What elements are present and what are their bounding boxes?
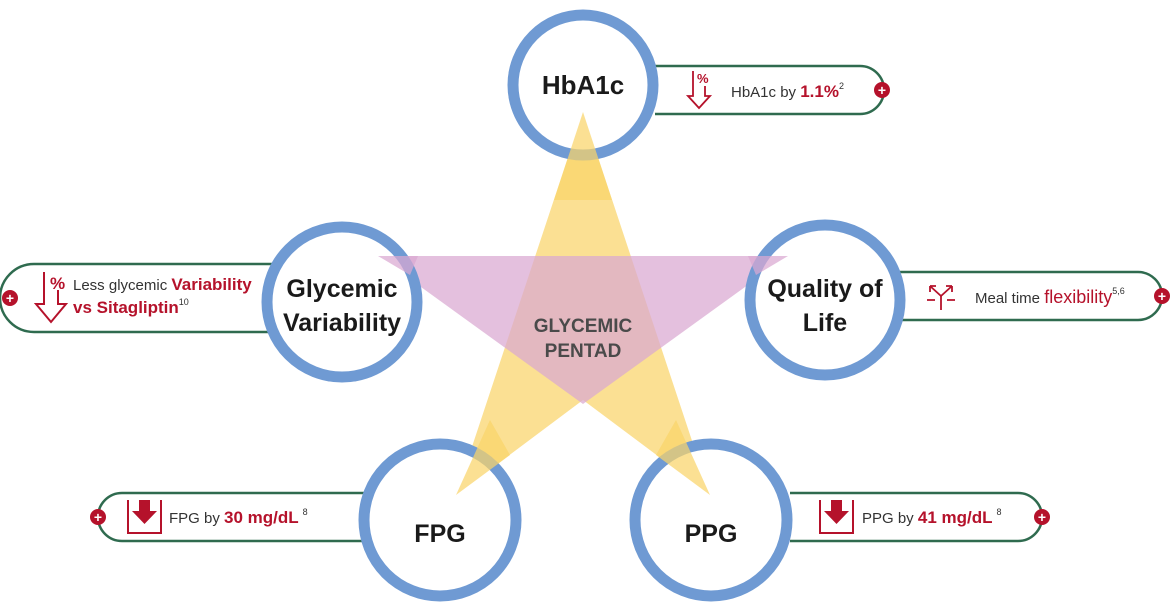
callout-glycemic-variability-frame: [0, 262, 280, 334]
plus-icon: +: [1038, 509, 1046, 525]
node-quality-of-life-line2: Life: [803, 309, 848, 337]
glycemic-variability-expand-button[interactable]: +: [2, 290, 18, 306]
flexibility-arrows-icon: [927, 285, 955, 310]
svg-text:vs Sitagliptin10: vs Sitagliptin10: [73, 297, 189, 317]
callout-glycemic-variability-prefix: Less glycemic: [73, 277, 171, 294]
callout-quality-of-life-value: flexibility: [1044, 287, 1112, 307]
svg-text:Meal time flexibility5,6: Meal time flexibility5,6: [975, 286, 1125, 307]
fpg-expand-button[interactable]: +: [90, 509, 106, 525]
svg-text:FPG by 30 mg/dL8: FPG by 30 mg/dL 8: [169, 507, 308, 527]
svg-text:HbA1c by 1.1%2: HbA1c by 1.1%2: [731, 81, 844, 101]
callout-ppg-value: 41 mg/dL: [918, 508, 993, 527]
plus-icon: +: [6, 290, 14, 306]
star-overlay-top: [554, 112, 612, 200]
callout-ppg-prefix: PPG by: [862, 510, 918, 527]
node-glycemic-variability-line2: Variability: [283, 309, 401, 337]
star-overlay-right-leg: [656, 420, 710, 495]
node-ppg-label: PPG: [685, 520, 738, 548]
percent-down-arrow-icon: %: [33, 272, 69, 324]
callout-glycemic-variability: % Less glycemic Variability vs Sitaglipt…: [0, 262, 280, 334]
down-arrow-box-icon: [127, 500, 162, 534]
callout-hba1c-prefix: HbA1c by: [731, 84, 800, 101]
callout-hba1c: % HbA1c by 1.1%2: [655, 64, 886, 116]
svg-text:%: %: [697, 71, 709, 86]
callout-ppg: PPG by 41 mg/dL 8: [790, 491, 1044, 543]
node-quality-of-life[interactable]: Quality of Life: [744, 219, 906, 381]
callout-fpg: FPG by 30 mg/dL 8: [96, 491, 380, 543]
node-hba1c-label: HbA1c: [542, 70, 624, 100]
center-title-line1: GLYCEMIC: [534, 316, 633, 337]
svg-text:PPG by 41 mg/dL8: PPG by 41 mg/dL 8: [862, 507, 1002, 527]
plus-icon: +: [94, 509, 102, 525]
svg-text:Less glycemic Variability: Less glycemic Variability: [73, 275, 252, 294]
triangle-shape: [378, 256, 788, 404]
ppg-expand-button[interactable]: +: [1034, 509, 1050, 525]
triangle-overlay-right: [748, 256, 788, 275]
node-quality-of-life-line1: Quality of: [767, 275, 883, 303]
callout-glycemic-variability-line2: vs Sitagliptin: [73, 298, 179, 317]
callout-ppg-sup: 8: [996, 507, 1001, 517]
callout-quality-of-life-sup: 5,6: [1112, 286, 1125, 296]
callout-fpg-sup: 8: [303, 507, 308, 517]
callout-hba1c-sup: 2: [839, 81, 844, 91]
hba1c-expand-button[interactable]: +: [874, 82, 890, 98]
callout-glycemic-variability-sup: 10: [179, 297, 189, 307]
star-overlay-left-leg: [456, 420, 510, 495]
svg-text:%: %: [50, 274, 65, 293]
center-title-line2: PENTAD: [545, 341, 622, 362]
node-glycemic-variability[interactable]: Glycemic Variability: [261, 221, 423, 383]
callout-hba1c-value: 1.1%: [800, 82, 839, 101]
node-fpg-label: FPG: [414, 520, 465, 548]
callout-quality-of-life-prefix: Meal time: [975, 290, 1044, 307]
callout-quality-of-life: Meal time flexibility5,6: [880, 270, 1164, 322]
callout-fpg-prefix: FPG by: [169, 510, 224, 527]
quality-of-life-expand-button[interactable]: +: [1154, 288, 1170, 304]
percent-down-arrow-icon: %: [685, 71, 713, 110]
node-ppg[interactable]: PPG: [629, 438, 793, 602]
node-fpg[interactable]: FPG: [358, 438, 522, 602]
triangle-overlay-left: [378, 256, 418, 275]
callout-glycemic-variability-value: Variability: [171, 275, 252, 294]
plus-icon: +: [878, 82, 886, 98]
node-glycemic-variability-line1: Glycemic: [286, 275, 397, 303]
callout-fpg-value: 30 mg/dL: [224, 508, 299, 527]
down-arrow-box-icon: [819, 500, 854, 534]
plus-icon: +: [1158, 288, 1166, 304]
